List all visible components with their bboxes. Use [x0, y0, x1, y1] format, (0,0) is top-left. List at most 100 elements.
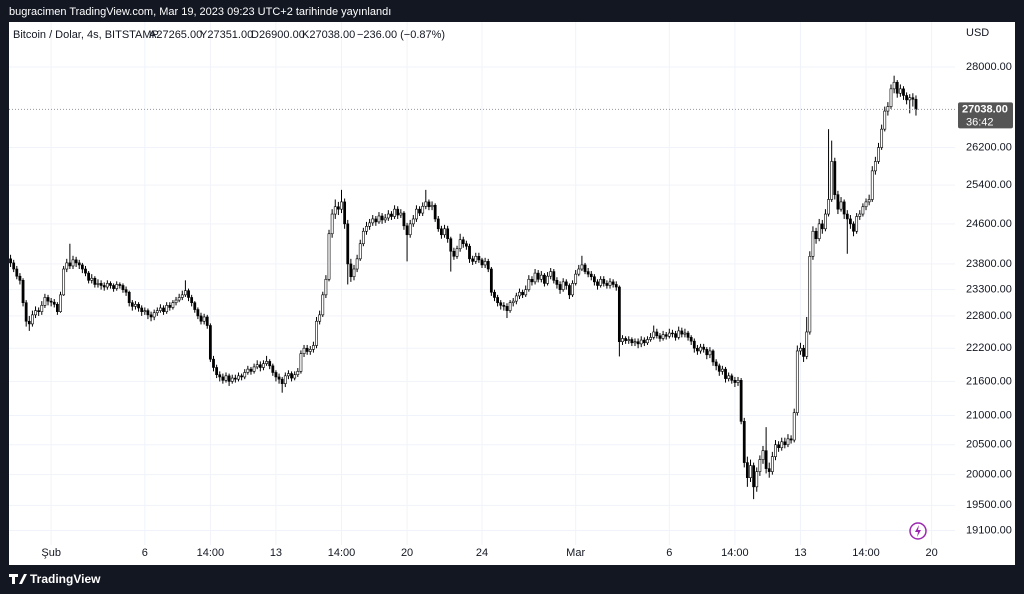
candle-body	[146, 310, 150, 316]
candle-body	[699, 346, 702, 352]
candle-body	[446, 228, 450, 240]
candle-body	[780, 441, 784, 449]
legend-open: A27265.00	[149, 29, 202, 41]
symbol-title: Bitcoin / Dolar, 4s, BITSTAMP	[13, 29, 159, 41]
candle-body	[892, 81, 896, 90]
candle-body	[265, 361, 268, 364]
alert-icon[interactable]	[909, 522, 927, 540]
candle-body	[702, 346, 706, 350]
candle-body	[602, 278, 606, 284]
candle-body	[24, 302, 28, 322]
candle-body	[758, 459, 762, 472]
candle-body	[77, 262, 81, 266]
price-label-box	[958, 102, 1013, 129]
candle-body	[312, 345, 315, 350]
y-tick-label: 23800.00	[966, 258, 1012, 270]
candle-body	[464, 243, 468, 247]
countdown: 36:42	[966, 116, 994, 128]
candle-body	[440, 228, 443, 236]
candle-body	[471, 258, 475, 262]
x-tick-label: 14:00	[328, 547, 356, 559]
candle-body	[514, 295, 518, 302]
x-tick-label: 14:00	[721, 547, 749, 559]
candle-body	[134, 303, 137, 307]
candle-body	[424, 201, 428, 207]
candle-body	[390, 213, 393, 217]
candle-body	[658, 335, 662, 339]
candle-body	[9, 258, 12, 264]
candle-body	[252, 366, 256, 372]
candle-body	[21, 280, 25, 304]
candle-body	[427, 201, 431, 208]
candle-body	[652, 331, 656, 338]
candle-body	[789, 438, 793, 441]
candle-body	[524, 289, 528, 296]
candle-body	[824, 213, 827, 230]
x-tick-label: 14:00	[197, 547, 225, 559]
candle-body	[792, 412, 796, 441]
y-tick-label: 24600.00	[966, 218, 1012, 230]
candle-body	[174, 299, 178, 304]
legend-low: D26900.00	[251, 29, 305, 41]
candle-body	[721, 368, 724, 372]
candle-body	[152, 312, 156, 318]
candle-body	[639, 339, 643, 345]
candle-body	[399, 212, 403, 216]
candle-body	[621, 338, 624, 342]
candle-body	[755, 471, 759, 488]
candle-body	[761, 450, 765, 460]
candle-body	[561, 281, 565, 290]
candle-body	[293, 374, 297, 379]
candle-body	[611, 281, 615, 285]
candle-body	[864, 201, 868, 208]
candle-body	[689, 337, 693, 342]
candle-body	[40, 305, 44, 312]
candle-body	[415, 208, 418, 220]
y-tick-label: 23300.00	[966, 284, 1012, 296]
candle-body	[240, 375, 243, 378]
candle-body	[733, 380, 737, 383]
legend-close: K27038.00	[302, 29, 355, 41]
candle-body	[449, 238, 453, 252]
candle-body	[262, 363, 265, 368]
candle-body	[287, 373, 290, 377]
candle-body	[786, 438, 790, 446]
candle-body	[155, 310, 159, 314]
candle-body	[365, 226, 368, 232]
candle-body	[833, 161, 837, 195]
candle-body	[199, 315, 203, 322]
candle-body	[642, 339, 646, 344]
candle-body	[802, 347, 805, 357]
candle-body	[190, 297, 194, 304]
candle-body	[543, 274, 546, 284]
candle-body	[817, 223, 821, 240]
candle-body	[177, 297, 181, 301]
candle-body	[458, 239, 462, 250]
labels: 19100.00 19500.00 20000.00 20500.00 21000.00…	[41, 61, 1013, 559]
candle-body	[31, 314, 34, 325]
candle-body	[68, 262, 72, 267]
alert-bolt	[915, 525, 921, 537]
y-tick-label: 19500.00	[966, 499, 1012, 511]
candle-body	[127, 291, 131, 304]
candle-body	[717, 365, 721, 372]
candle-body	[193, 302, 197, 310]
candle-body	[518, 291, 521, 297]
candle-body	[130, 302, 134, 307]
y-tick-label: 21000.00	[966, 409, 1012, 421]
candle-body	[811, 230, 815, 257]
candle-body	[749, 465, 752, 478]
candle-body	[774, 444, 777, 457]
candle-body	[889, 88, 893, 107]
candle-body	[408, 223, 412, 236]
candle-body	[614, 284, 618, 288]
candle-body	[895, 81, 899, 94]
candle-body	[589, 273, 593, 278]
candle-body	[102, 285, 106, 288]
candle-body	[208, 325, 212, 360]
candle-body	[249, 368, 253, 372]
candle-body	[455, 248, 459, 257]
candle-body	[43, 297, 47, 306]
